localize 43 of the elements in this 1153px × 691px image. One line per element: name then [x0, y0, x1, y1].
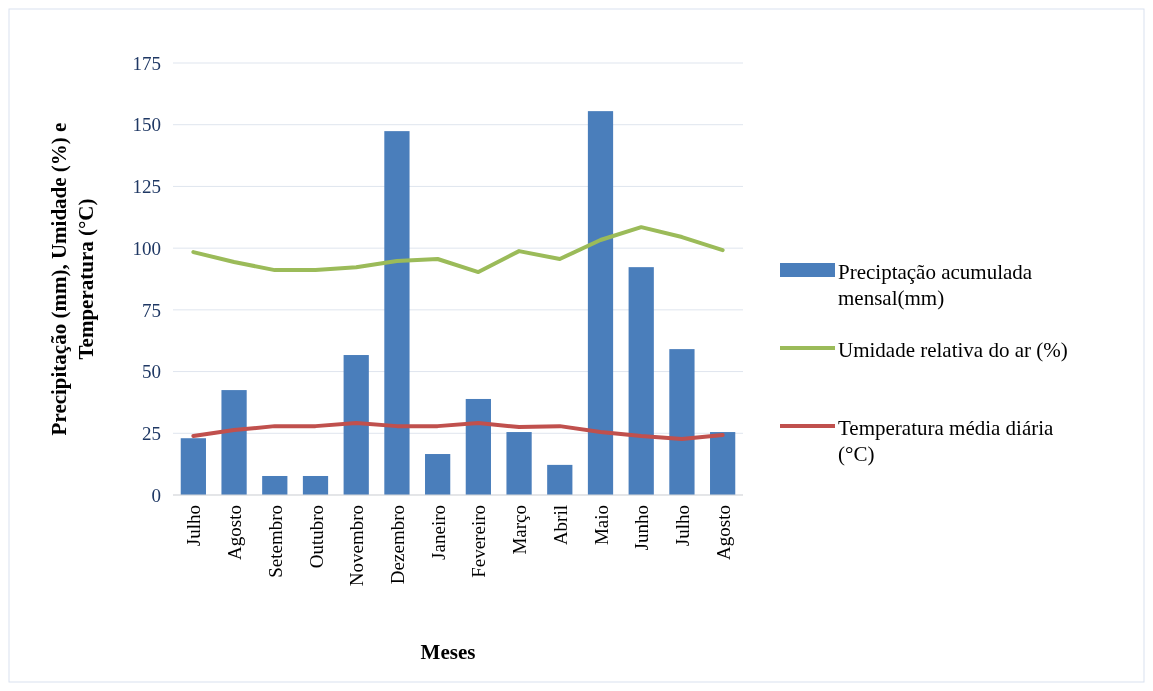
bar — [669, 349, 695, 495]
y-tick-label: 125 — [132, 176, 161, 198]
x-tick-label: Dezembro — [386, 505, 408, 585]
x-tick-label: Abril — [549, 505, 571, 546]
bar — [343, 355, 369, 495]
bar — [384, 131, 410, 495]
x-tick-label: Julho — [671, 505, 693, 547]
line-series — [191, 225, 725, 275]
legend-label: Temperatura média diária (°C) — [838, 416, 1055, 467]
bar — [302, 475, 329, 495]
x-axis-title: Meses — [420, 639, 476, 664]
line-series — [191, 420, 725, 441]
x-tick-label: Maio — [590, 505, 612, 546]
bar — [628, 267, 654, 495]
x-tick-label: Julho — [183, 505, 205, 547]
bar — [506, 432, 532, 495]
x-tick-label: Fevereiro — [468, 505, 490, 578]
bar — [180, 438, 206, 495]
y-tick-label: 175 — [132, 52, 161, 74]
bar — [425, 454, 451, 495]
x-tick-label: Agosto — [224, 505, 246, 560]
bar — [547, 464, 573, 495]
bar — [465, 398, 491, 495]
bar — [262, 475, 288, 495]
y-tick-label: 0 — [151, 484, 161, 506]
x-tick-label: Setembro — [264, 505, 286, 578]
legend-label: Preciptação acumulada mensal(mm) — [838, 260, 1033, 311]
bar — [221, 390, 247, 495]
x-tick-label: Junho — [631, 505, 653, 551]
x-tick-label: Agosto — [712, 505, 734, 560]
bar — [587, 111, 614, 495]
bar — [710, 432, 736, 495]
y-tick-label: 150 — [132, 114, 161, 136]
x-tick-label: Outubro — [305, 505, 327, 569]
y-tick-label: 75 — [142, 299, 161, 321]
y-axis-title: Precipitação (mm), Umidade (%) e Temperatura (°C) — [47, 122, 98, 436]
y-tick-label: 50 — [142, 361, 161, 383]
x-tick-label: Novembro — [346, 505, 368, 587]
y-tick-label: 100 — [132, 237, 161, 259]
x-tick-label: Janeiro — [427, 505, 449, 560]
legend-label: Umidade relativa do ar (%) — [838, 338, 1068, 363]
x-tick-label: Março — [509, 505, 531, 555]
y-tick-label: 25 — [142, 422, 161, 444]
